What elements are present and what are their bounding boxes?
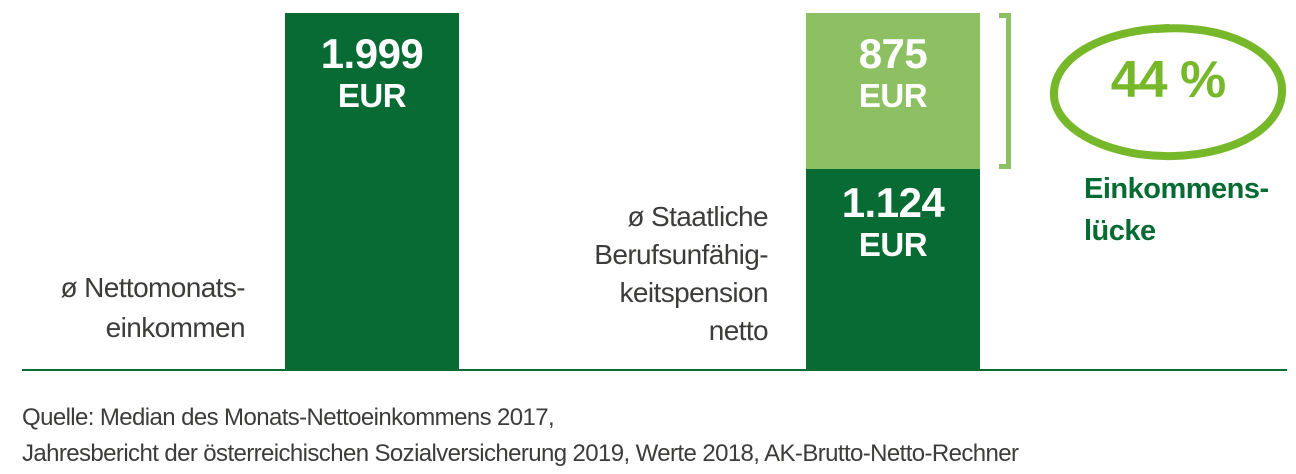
bar-pension-segment: 1.124 EUR (806, 169, 980, 370)
bar-value: 875 (858, 30, 928, 77)
bar-unit: EUR (337, 77, 407, 114)
circle-annotation-icon (1049, 24, 1287, 161)
bar-value: 1.124 (841, 179, 945, 227)
bar-unit: EUR (858, 226, 928, 264)
bar-gap-segment: 875 EUR (806, 13, 980, 170)
bar-label-net-income: ø Nettomonats- einkommen (60, 272, 245, 343)
bar-value: 1.999 (320, 30, 424, 77)
source-line-1: Quelle: Median des Monats-Nettoeinkommen… (22, 404, 555, 431)
chart-baseline (22, 369, 1287, 371)
chart-plot-area: 1.999 EUR 875 EUR 1.124 EUR (0, 13, 1296, 370)
bar-label-pension: ø Staatliche Berufsunfähig- keitspension… (594, 201, 768, 346)
bar-net-income-segment: 1.999 EUR (285, 13, 459, 370)
gap-label: Einkommens- lücke (1084, 173, 1269, 247)
bar-pension-stacked: 875 EUR 1.124 EUR (806, 13, 980, 370)
bar-net-income: 1.999 EUR (285, 13, 459, 370)
bar-unit: EUR (858, 77, 928, 114)
gap-bracket (999, 13, 1011, 170)
source-line-2: Jahresbericht der österreichischen Sozia… (22, 440, 1019, 467)
gap-percentage: 44 % (1110, 51, 1227, 109)
